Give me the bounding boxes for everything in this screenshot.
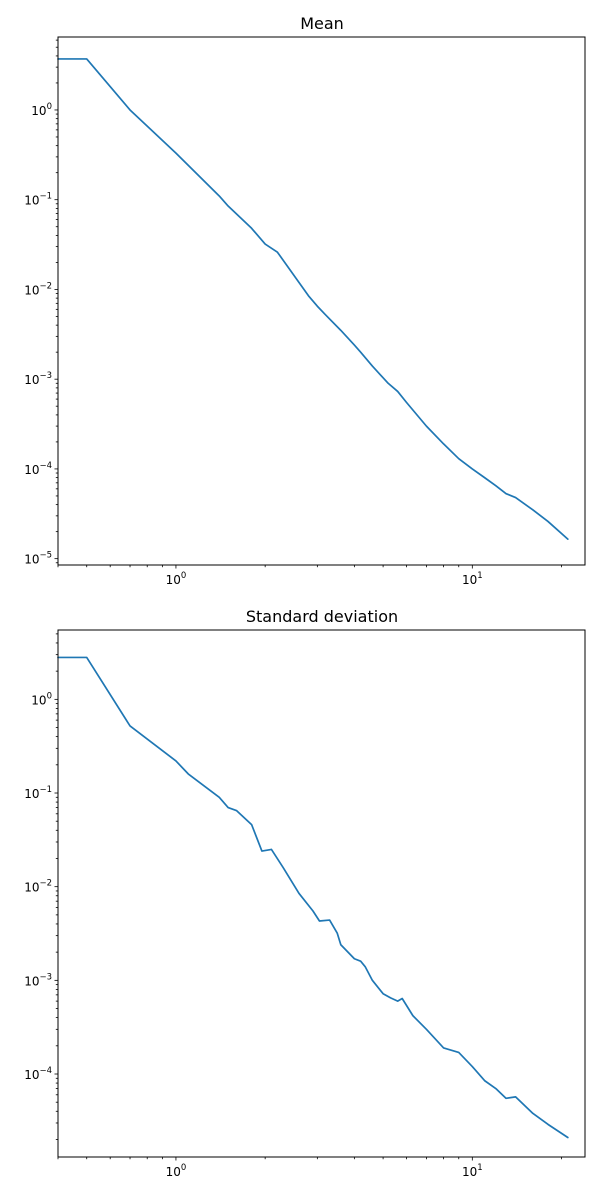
mean-chart-series-line: [57, 58, 569, 541]
std-chart-x-tick-label: 100: [166, 1163, 187, 1179]
std-chart-axes-frame: [57, 629, 586, 1158]
std-chart-series-line: [57, 656, 569, 1139]
mean-chart-y-tick-label: 10−3: [24, 371, 52, 387]
std-chart-y-tick-label: 10−4: [24, 1066, 52, 1082]
mean-chart-marks: 100 101 10−5 10−4 10−3 10−2 10−1 100: [24, 39, 569, 587]
std-chart-y-tick-label: 100: [31, 691, 52, 707]
mean-chart-x-tick-label: 100: [166, 571, 187, 587]
mean-chart: Mean 100 101 10−5 10−4 10−3 10−2 10−1 100: [24, 14, 586, 587]
mean-chart-title: Mean: [300, 14, 344, 33]
mean-chart-axes-frame: [57, 36, 586, 566]
mean-chart-y-tick-label: 10−4: [24, 461, 52, 477]
mean-chart-x-tick-label: 101: [462, 571, 483, 587]
std-chart-y-tick-label: 10−1: [24, 785, 52, 801]
mean-chart-y-tick-label: 100: [31, 102, 52, 118]
std-chart-y-tick-label: 10−3: [24, 972, 52, 988]
std-chart-marks: 100 101 10−4 10−3 10−2 10−1 100: [24, 633, 569, 1179]
std-chart-y-tick-label: 10−2: [24, 879, 52, 895]
mean-chart-y-tick-label: 10−2: [24, 281, 52, 297]
std-chart-title: Standard deviation: [246, 607, 398, 626]
std-chart: Standard deviation 100 101 10−4 10−3 10−2 10−…: [24, 607, 586, 1179]
mean-chart-y-tick-label: 10−5: [24, 551, 52, 567]
mean-chart-y-tick-label: 10−1: [24, 192, 52, 208]
std-chart-x-tick-label: 101: [462, 1163, 483, 1179]
